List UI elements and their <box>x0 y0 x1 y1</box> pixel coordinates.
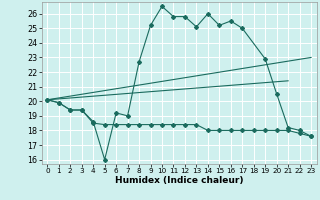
X-axis label: Humidex (Indice chaleur): Humidex (Indice chaleur) <box>115 176 244 185</box>
